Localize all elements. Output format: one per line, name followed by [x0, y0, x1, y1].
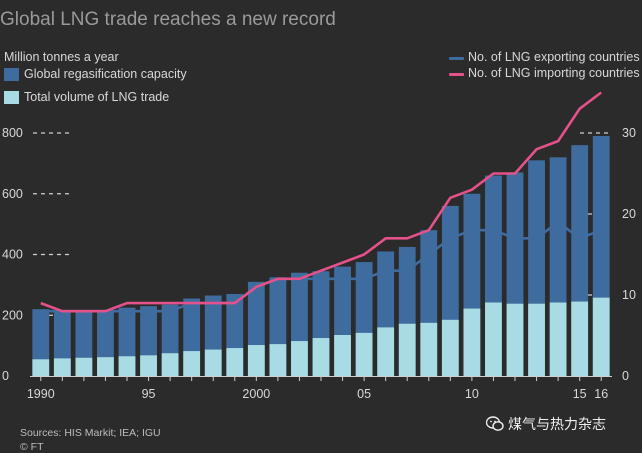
bar-volume	[53, 358, 71, 376]
bar-volume	[549, 302, 567, 376]
watermark: 煤气与热力杂志	[486, 414, 606, 434]
legend-swatch-exporting	[449, 57, 464, 60]
bar-volume	[291, 341, 308, 376]
x-tick-label: 16	[594, 387, 608, 401]
bar-volume	[334, 334, 351, 376]
bar-volume	[140, 355, 157, 376]
x-tick-label: 95	[142, 387, 156, 401]
bar-volume	[204, 349, 222, 376]
legend-label-capacity: Global regasification capacity	[24, 67, 187, 81]
y-right-tick-label: 0	[622, 369, 629, 383]
legend-swatch-capacity	[4, 68, 19, 81]
y-right-tick-label: 10	[622, 288, 636, 302]
bar-volume	[463, 308, 481, 376]
legend-label-importing: No. of LNG importing countries	[468, 66, 640, 80]
y-left-tick-label: 0	[2, 369, 9, 383]
y-left-tick-label: 600	[2, 187, 23, 201]
wechat-icon	[486, 416, 504, 431]
bar-volume	[485, 302, 502, 376]
x-tick-label: 1990	[27, 387, 55, 401]
bar-volume	[312, 338, 330, 376]
bar-volume	[32, 359, 50, 376]
bar-volume	[226, 348, 244, 376]
bar-volume	[161, 353, 179, 376]
bar-volume	[183, 351, 201, 376]
line-importing-countries	[40, 91, 602, 313]
bar-volume	[592, 297, 610, 376]
bar-volume	[528, 303, 545, 376]
bar-volume	[118, 356, 136, 376]
bar-volume	[398, 323, 416, 376]
line-exporting-countries	[40, 220, 602, 313]
legend-swatch-volume	[4, 91, 19, 104]
legend-label-exporting: No. of LNG exporting countries	[468, 50, 640, 64]
watermark-text: 煤气与热力杂志	[508, 416, 606, 432]
x-tick-label: 2000	[242, 387, 270, 401]
bar-volume	[377, 327, 395, 376]
legend-label-volume: Total volume of LNG trade	[24, 90, 170, 104]
y-right-tick-label: 30	[622, 126, 636, 140]
bar-volume	[355, 332, 373, 376]
bar-volume	[506, 303, 524, 376]
chart-title: Global LNG trade reaches a new record	[0, 9, 336, 30]
y-axis-unit-label: Million tonnes a year	[4, 50, 119, 64]
x-tick-label: 10	[465, 387, 479, 401]
y-left-tick-label: 400	[2, 248, 23, 262]
bar-volume	[75, 357, 93, 376]
bar-volume	[97, 357, 114, 376]
sources-note: Sources: HIS Markit; IEA; IGU	[20, 427, 161, 439]
bar-volume	[571, 301, 589, 376]
x-tick-label: 15	[573, 387, 587, 401]
ft-credit: © FT	[20, 441, 44, 453]
bar-volume	[269, 344, 287, 376]
bar-volume	[420, 322, 438, 376]
bar-volume	[441, 319, 459, 376]
y-left-tick-label: 800	[2, 126, 23, 140]
x-tick-label: 05	[357, 387, 371, 401]
legend-swatch-importing	[449, 73, 464, 76]
y-right-tick-label: 20	[622, 207, 636, 221]
y-left-tick-label: 200	[2, 308, 23, 322]
bar-volume	[247, 345, 265, 376]
